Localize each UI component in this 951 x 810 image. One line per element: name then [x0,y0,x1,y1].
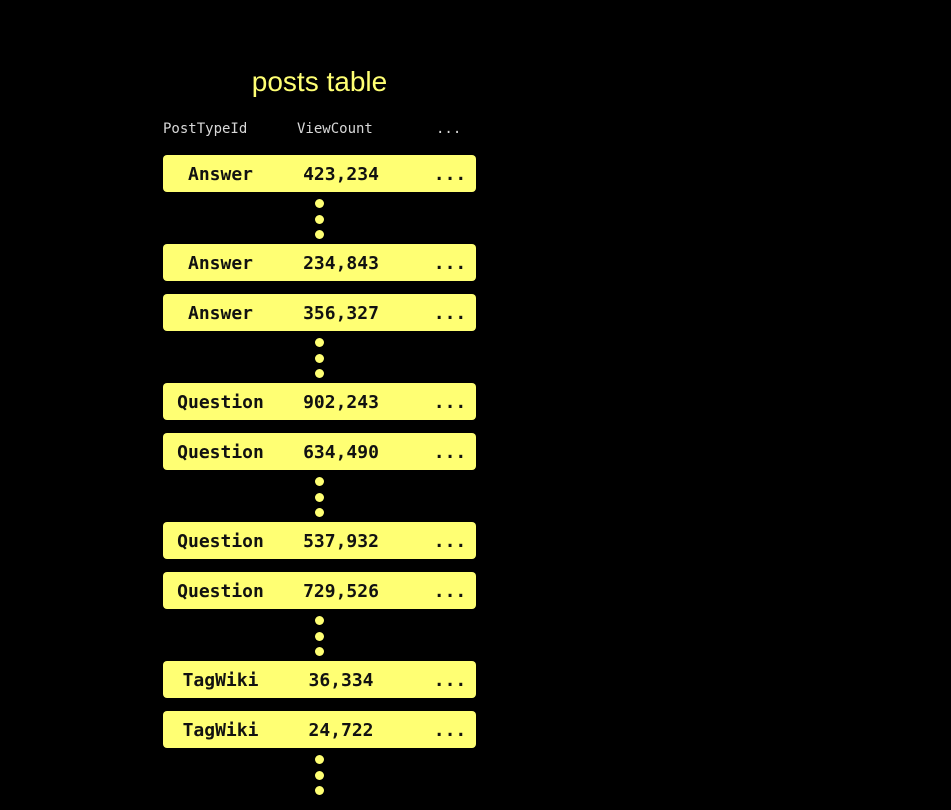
more-cell: ... [433,253,467,274]
more-cell: ... [433,303,467,324]
view-count-cell: 36,334 [308,670,374,691]
table-row: TagWiki 24,722... [163,711,476,748]
ellipsis-dot-icon [315,755,324,764]
more-cell: ... [433,392,467,413]
table-row: Question 902,243... [163,383,476,420]
more-cell: ... [433,531,467,552]
more-cell: ... [433,164,467,185]
ellipsis-dot-icon [315,477,324,486]
ellipsis-dot-icon [315,230,324,239]
table-row: Answer 356,327... [163,294,476,331]
table-row: Answer 423,234... [163,155,476,192]
view-count-cell: 24,722 [308,720,374,741]
table-title: posts table [251,66,388,97]
ellipsis-dot-icon [315,338,324,347]
post-type-cell: TagWiki [182,720,259,741]
view-count-cell: 356,327 [303,303,379,324]
post-type-cell: Question [177,581,264,602]
table-row: TagWiki 36,334... [163,661,476,698]
view-count-cell: 234,843 [303,253,379,274]
ellipsis-dot-icon [315,214,324,224]
post-type-cell: Answer [187,303,254,324]
column-header-more: ... [436,121,462,137]
ellipsis-dot-icon [315,353,324,363]
ellipsis-dot-icon [315,770,324,780]
more-cell: ... [433,581,467,602]
post-type-cell: Question [177,531,264,552]
more-cell: ... [433,442,467,463]
ellipsis-dot-icon [315,631,324,641]
ellipsis-dot-icon [315,647,324,656]
ellipsis-dot-icon [315,616,324,625]
view-count-cell: 537,932 [303,531,379,552]
table-row: Question 634,490... [163,433,476,470]
post-type-cell: TagWiki [182,670,259,691]
ellipsis-dot-icon [315,786,324,795]
column-header-posttypeid: PostTypeId [163,121,248,137]
ellipsis-dot-icon [315,508,324,517]
view-count-cell: 902,243 [303,392,379,413]
ellipsis-dot-icon [315,199,324,208]
ellipsis-dot-icon [315,492,324,502]
more-cell: ... [433,670,467,691]
view-count-cell: 729,526 [303,581,379,602]
ellipsis-dot-icon [315,369,324,378]
column-header-viewcount: ViewCount [297,121,373,137]
post-type-cell: Question [177,442,264,463]
post-type-cell: Question [177,392,264,413]
more-cell: ... [433,720,467,741]
post-type-cell: Answer [187,253,254,274]
table-row: Question 729,526... [163,572,476,609]
table-row: Question 537,932... [163,522,476,559]
view-count-cell: 634,490 [303,442,379,463]
table-row: Answer 234,843... [163,244,476,281]
view-count-cell: 423,234 [303,164,379,185]
post-type-cell: Answer [187,164,254,185]
